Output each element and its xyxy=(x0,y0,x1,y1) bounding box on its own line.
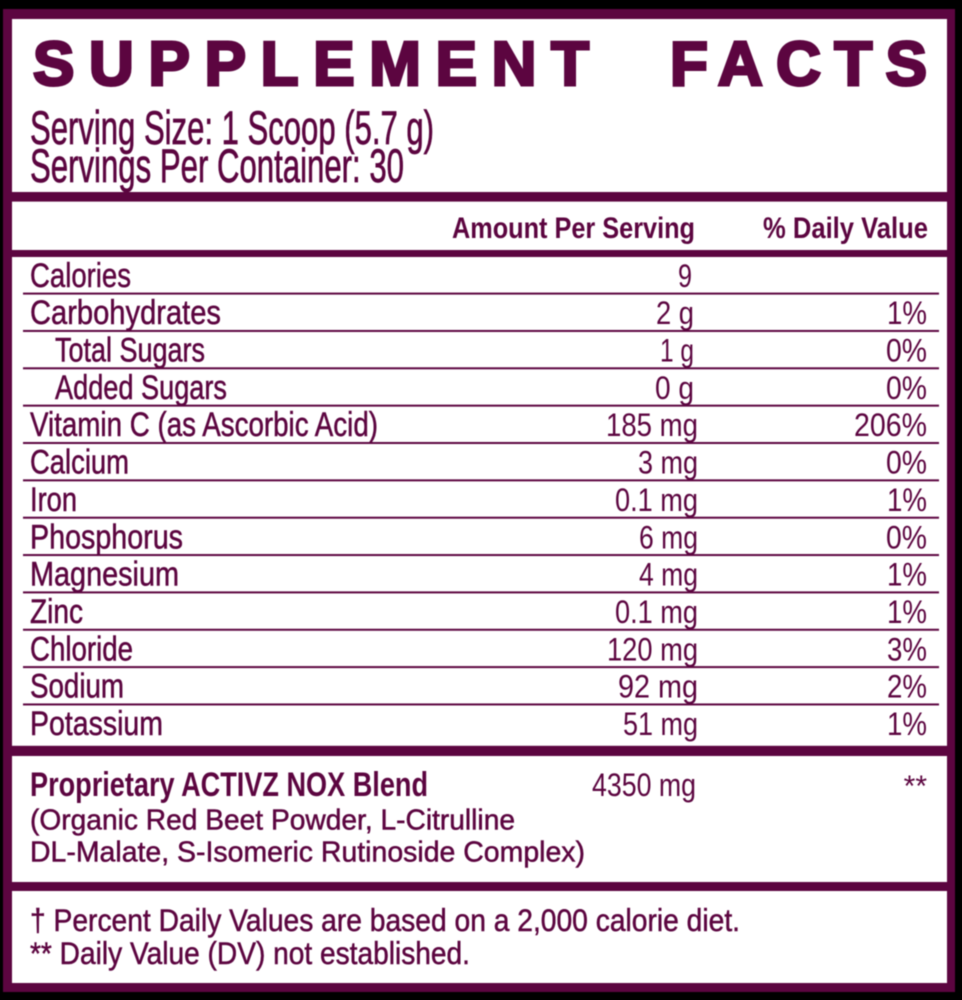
svg-text:Carbohydrates: Carbohydrates xyxy=(30,294,221,332)
svg-text:Calories: Calories xyxy=(30,257,131,295)
svg-text:0 g: 0 g xyxy=(655,370,694,406)
svg-text:Calcium: Calcium xyxy=(30,444,129,482)
svg-text:1%: 1% xyxy=(887,594,927,630)
svg-text:0%: 0% xyxy=(886,333,927,369)
svg-text:(Organic Red Beet Powder, L-Ci: (Organic Red Beet Powder, L-Citrulline xyxy=(30,804,515,836)
svg-text:0%: 0% xyxy=(886,519,927,555)
svg-text:2%: 2% xyxy=(887,669,927,705)
svg-text:2 g: 2 g xyxy=(656,295,694,331)
svg-text:0.1 mg: 0.1 mg xyxy=(615,482,698,518)
svg-text:Servings Per Container: 30: Servings Per Container: 30 xyxy=(30,139,404,192)
svg-text:206%: 206% xyxy=(854,407,927,443)
svg-text:0%: 0% xyxy=(886,370,927,406)
svg-text:0.1 mg: 0.1 mg xyxy=(615,594,698,630)
svg-text:Zinc: Zinc xyxy=(30,593,83,631)
svg-text:1%: 1% xyxy=(887,482,927,518)
svg-text:51 mg: 51 mg xyxy=(623,706,698,742)
svg-text:** Daily Value (DV) not establ: ** Daily Value (DV) not established. xyxy=(30,935,470,971)
svg-text:Vitamin C (as Ascorbic Acid): Vitamin C (as Ascorbic Acid) xyxy=(30,406,378,444)
svg-text:0%: 0% xyxy=(886,445,927,481)
svg-text:Serving Size: 1 Scoop (5.7 g): Serving Size: 1 Scoop (5.7 g) xyxy=(30,101,434,154)
svg-text:4 mg: 4 mg xyxy=(639,557,698,593)
svg-text:**: ** xyxy=(904,770,928,803)
svg-text:Added Sugars: Added Sugars xyxy=(55,369,227,407)
svg-text:Amount Per Serving: Amount Per Serving xyxy=(452,212,695,245)
svg-text:1 g: 1 g xyxy=(660,333,694,369)
svg-text:185 mg: 185 mg xyxy=(606,407,698,443)
svg-text:120 mg: 120 mg xyxy=(607,631,698,667)
svg-text:Phosphorus: Phosphorus xyxy=(30,518,183,556)
svg-text:Iron: Iron xyxy=(30,481,77,519)
svg-text:1%: 1% xyxy=(887,557,927,593)
svg-text:Proprietary ACTIVZ NOX Blend: Proprietary ACTIVZ NOX Blend xyxy=(30,766,428,804)
svg-text:DL-Malate, S-Isomeric Rutinosi: DL-Malate, S-Isomeric Rutinoside Complex… xyxy=(30,837,585,869)
svg-text:Sodium: Sodium xyxy=(30,668,124,706)
svg-text:† Percent Daily Values are bas: † Percent Daily Values are based on a 2,… xyxy=(30,902,740,938)
svg-text:4350 mg: 4350 mg xyxy=(592,767,696,803)
svg-text:% Daily Value: % Daily Value xyxy=(763,212,928,245)
svg-text:Total Sugars: Total Sugars xyxy=(55,332,205,370)
svg-text:1%: 1% xyxy=(887,706,927,742)
svg-text:9: 9 xyxy=(678,258,692,294)
svg-text:Magnesium: Magnesium xyxy=(30,556,179,594)
svg-text:92 mg: 92 mg xyxy=(618,669,698,705)
svg-text:1%: 1% xyxy=(887,295,927,331)
svg-text:Chloride: Chloride xyxy=(30,630,133,668)
svg-text:Potassium: Potassium xyxy=(30,705,163,743)
svg-text:3%: 3% xyxy=(887,631,927,667)
svg-text:6 mg: 6 mg xyxy=(639,519,698,555)
svg-text:3 mg: 3 mg xyxy=(638,445,698,481)
